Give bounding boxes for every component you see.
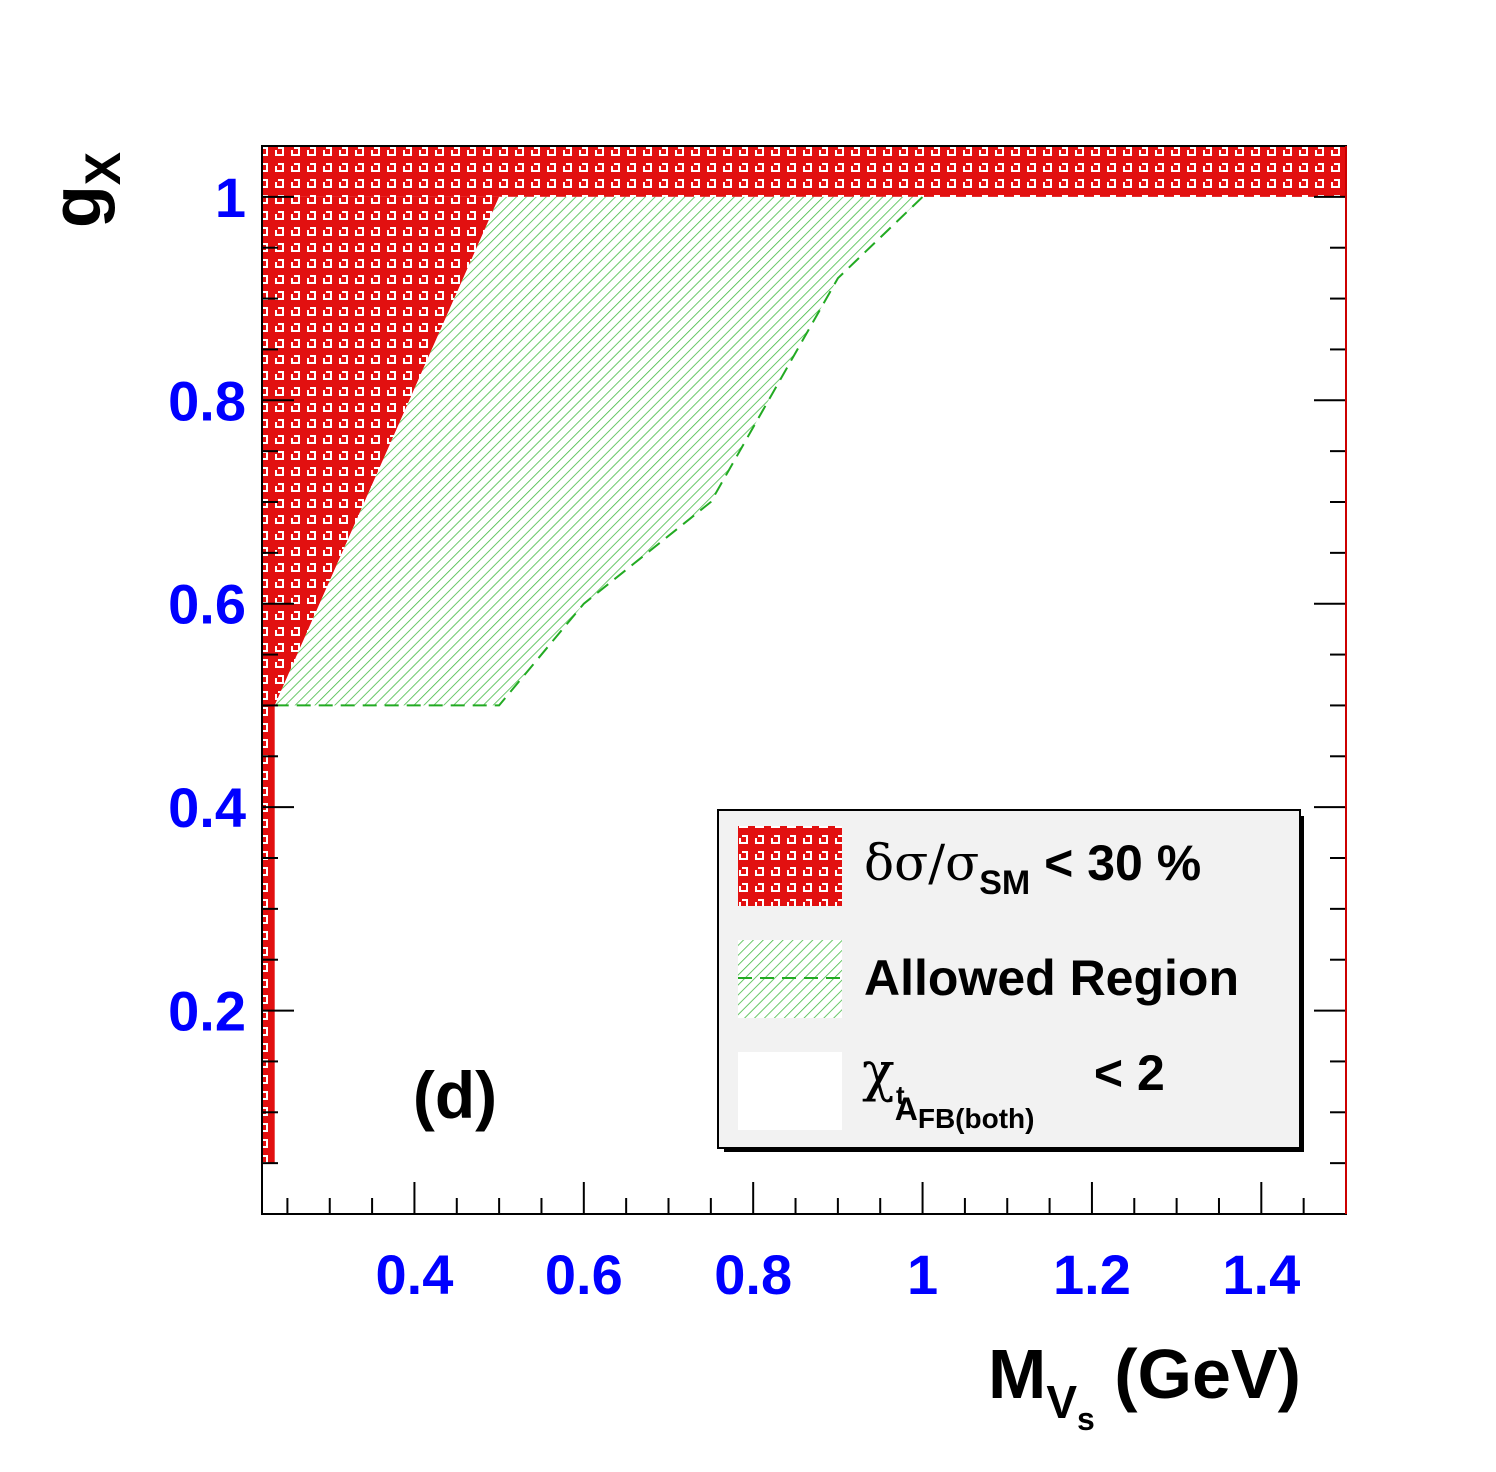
y-axis-title-sub: X xyxy=(75,152,131,185)
legend-entry-chi: χAFB(both) < 2 xyxy=(862,1040,1165,1134)
tick-marks xyxy=(262,195,1347,1214)
x-axis-title-main: M xyxy=(988,1335,1046,1413)
x-axis-title-sub: V xyxy=(1046,1376,1077,1428)
allowed-region xyxy=(274,196,923,706)
legend-entry-chi-greek: χ xyxy=(862,1040,895,1103)
y-tick-label: 0.4 xyxy=(168,776,246,839)
x-axis-title-unit: (GeV) xyxy=(1095,1335,1301,1413)
x-tick-label: 1 xyxy=(907,1243,938,1306)
x-tick-label: 0.6 xyxy=(545,1243,623,1306)
x-tick-label: 1.2 xyxy=(1053,1243,1131,1306)
legend-entry-chi-sup: t xyxy=(896,1080,905,1110)
x-tick-label: 1.4 xyxy=(1222,1243,1300,1306)
legend-entry-xsection-greek: δσ/σ xyxy=(864,834,979,892)
x-tick-label: 0.4 xyxy=(376,1243,454,1306)
allowed-region-boundary xyxy=(274,196,924,707)
legend-entry-xsection-rest: < 30 % xyxy=(1030,835,1201,891)
x-axis-title-subsub: s xyxy=(1077,1401,1095,1437)
x-tick-label: 0.8 xyxy=(714,1243,792,1306)
excluded-region-2 xyxy=(262,705,275,1164)
y-tick-label: 0.2 xyxy=(168,980,246,1043)
legend-entry-xsection: δσ/σSM < 30 % xyxy=(864,834,1201,902)
legend-entry-allowed: Allowed Region xyxy=(864,950,1239,1006)
tick-labels: 0.4 0.6 0.8 1 1.2 1.4 0.2 0.4 0.6 0.8 1 xyxy=(168,166,1300,1306)
plot-fills xyxy=(262,146,1346,1164)
legend: δσ/σSM < 30 % Allowed Region χAFB(both) … xyxy=(717,809,1304,1152)
legend-entry-chi-subsub: FB(both) xyxy=(918,1103,1035,1134)
y-tick-label: 0.8 xyxy=(168,369,246,432)
x-axis-title: MVs (GeV) xyxy=(988,1335,1301,1437)
y-axis-title-main: g xyxy=(37,185,115,228)
legend-swatch-white xyxy=(738,1052,842,1130)
y-tick-label: 0.6 xyxy=(168,573,246,636)
legend-entry-chi-rest: < 2 xyxy=(1080,1045,1165,1101)
legend-entry-chi-sub: A xyxy=(895,1091,918,1127)
legend-entry-xsection-sub: SM xyxy=(979,864,1030,902)
y-tick-label: 1 xyxy=(215,166,246,229)
excluded-region-0 xyxy=(262,146,1346,197)
panel-label: (d) xyxy=(413,1058,497,1132)
legend-swatch-red xyxy=(738,826,842,906)
excluded-region-1 xyxy=(262,196,500,706)
y-axis-title: gX xyxy=(37,152,131,228)
